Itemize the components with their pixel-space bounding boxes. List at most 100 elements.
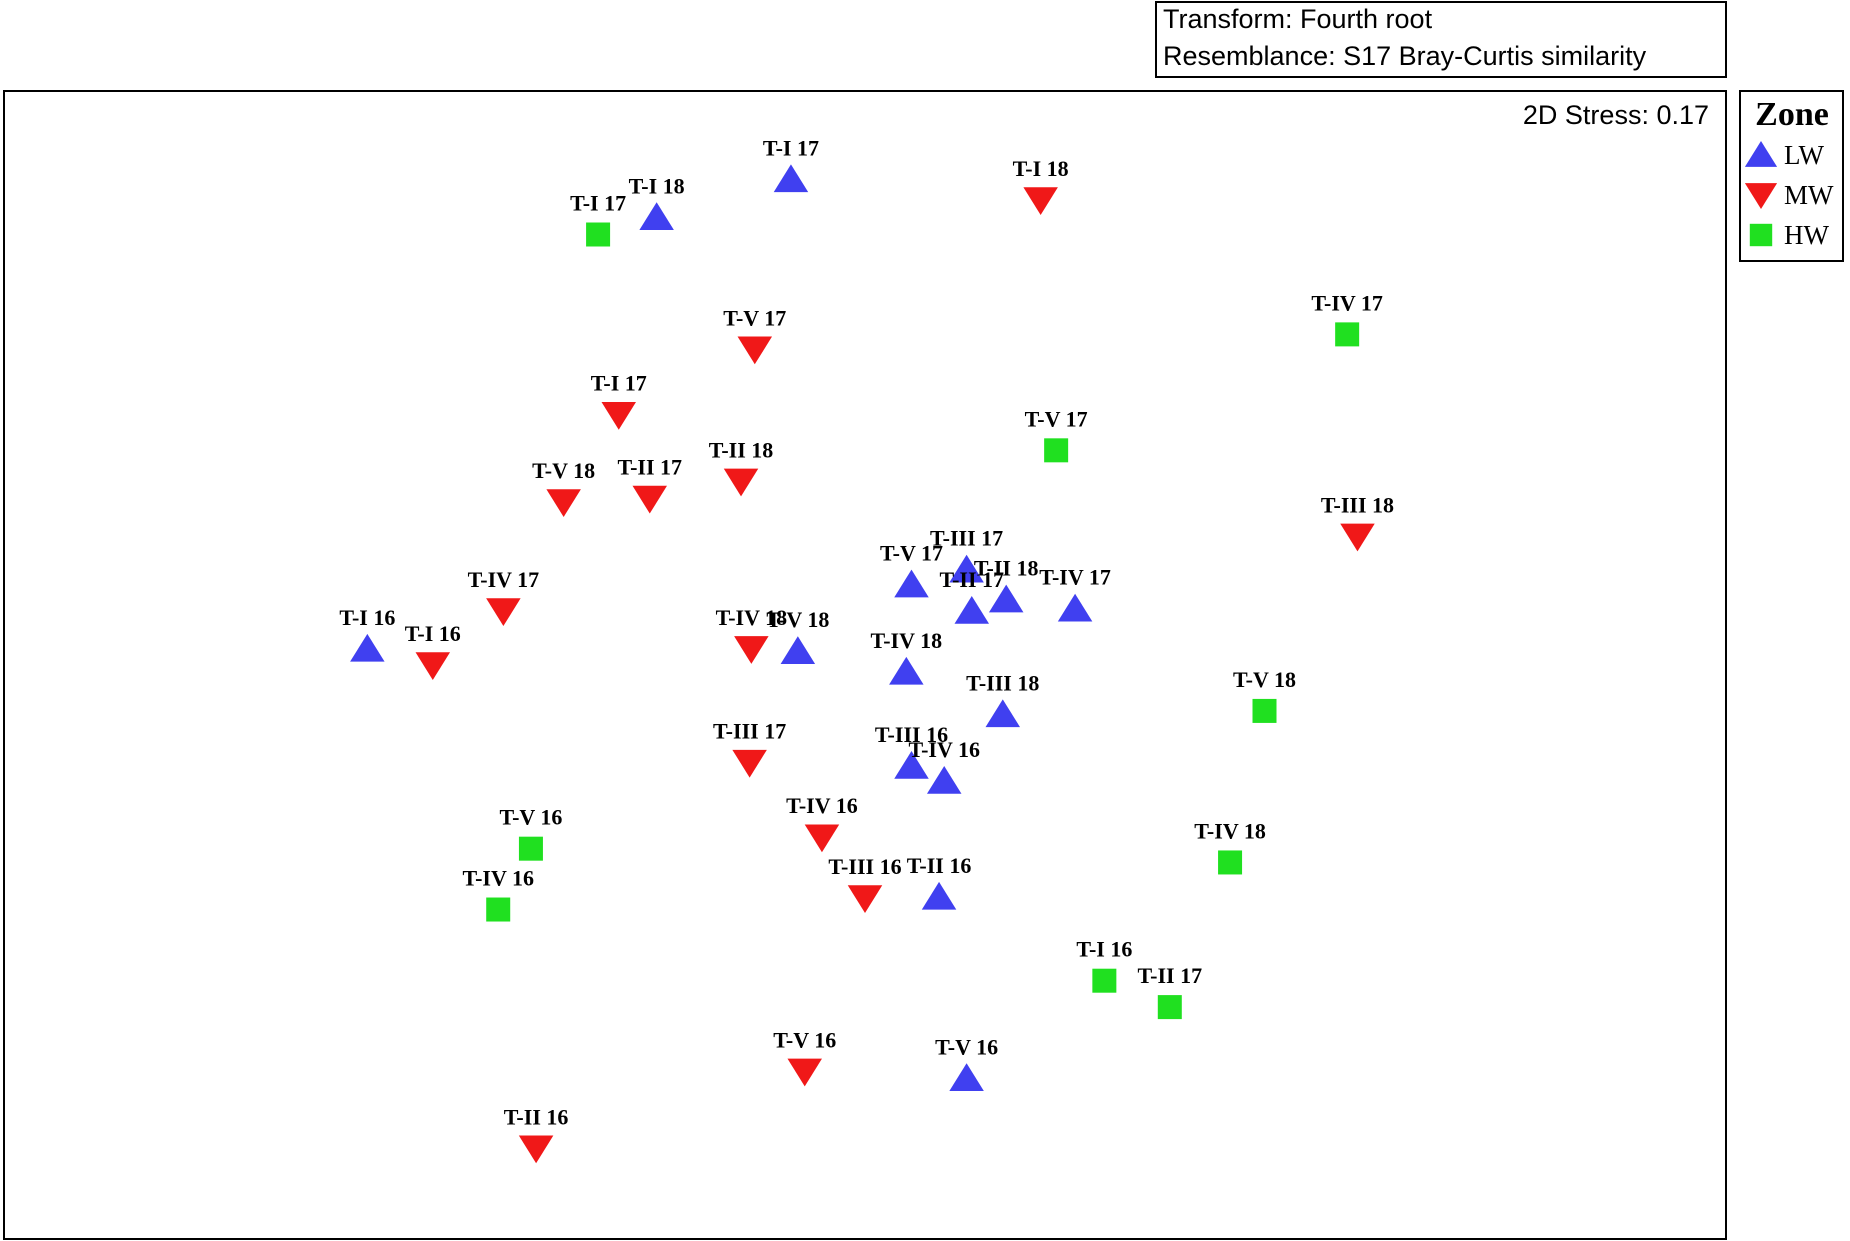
point-label: T-V 17 [1025, 406, 1088, 431]
data-point: T-III 16 [828, 854, 902, 914]
marker-mw-t-ii-16 [518, 1135, 554, 1164]
marker-mw-t-iii-18 [1340, 523, 1375, 552]
data-point: T-IV 18 [1194, 818, 1266, 875]
point-label: T-I 17 [763, 135, 819, 160]
legend-label-lw: LW [1784, 140, 1824, 170]
data-point: T-II 17 [617, 455, 682, 514]
marker-mw-t-i-18 [1023, 187, 1058, 216]
point-label: T-I 16 [339, 605, 395, 630]
point-label: T-II 18 [709, 437, 774, 462]
data-point: T-II 18 [709, 437, 774, 497]
point-label: T-IV 16 [786, 793, 858, 818]
data-point: T-V 17 [723, 305, 786, 365]
marker-hw-t-v-18 [1252, 698, 1277, 723]
point-label: T-III 18 [966, 670, 1039, 695]
data-point: T-V 18 [532, 458, 595, 517]
legend-label-mw: MW [1784, 180, 1834, 210]
data-point: T-V 18 [1233, 667, 1296, 723]
data-point: T-III 18 [1321, 492, 1394, 552]
data-point: T-IV 16 [786, 793, 858, 853]
data-point: T-V 16 [773, 1027, 836, 1087]
point-label: T-I 16 [1076, 937, 1132, 962]
point-label: T-V 17 [723, 305, 786, 330]
marker-hw-t-iv-17 [1335, 322, 1360, 347]
point-label: T-II 17 [939, 567, 1004, 592]
marker-mw-t-v-17 [737, 336, 773, 365]
data-point: T-IV 16 [462, 866, 534, 922]
point-label: T-II 18 [974, 556, 1039, 581]
data-point: T-IV 18 [871, 628, 943, 685]
data-point: T-I 18 [629, 173, 685, 231]
point-label: T-I 16 [405, 621, 461, 646]
point-label: T-III 16 [875, 722, 948, 747]
legend-marker-mw [1744, 183, 1778, 209]
marker-mw-t-iii-16 [847, 885, 883, 914]
point-label: T-III 18 [1321, 492, 1394, 517]
marker-lw-t-v-18 [780, 636, 816, 664]
legend-label-hw: HW [1784, 220, 1829, 250]
point-label: T-I 17 [570, 191, 626, 216]
marker-hw-t-ii-17 [1157, 995, 1182, 1020]
marker-mw-t-i-16 [415, 652, 451, 680]
point-label: T-I 18 [1013, 156, 1069, 181]
marker-mw-t-iv-18 [734, 636, 769, 664]
data-point: T-II 17 [939, 567, 1004, 624]
stress-label: 2D Stress: 0.17 [1523, 100, 1709, 130]
legend-marker-hw [1749, 223, 1773, 247]
data-point: T-V 17 [1025, 406, 1088, 463]
marker-lw-t-iv-16 [926, 765, 962, 794]
data-point: T-I 16 [339, 605, 395, 662]
point-label: T-V 18 [1233, 667, 1296, 692]
plot-frame [3, 90, 1727, 1240]
marker-hw-t-i-17 [586, 222, 611, 247]
data-point: T-IV 17 [468, 567, 540, 627]
data-point: T-III 18 [966, 670, 1039, 728]
marker-hw-t-v-17 [1044, 438, 1069, 463]
marker-mw-t-i-17 [601, 401, 637, 430]
data-point: T-III 17 [930, 526, 1003, 583]
marker-mw-t-v-18 [546, 489, 581, 517]
marker-lw-t-i-18 [639, 202, 674, 231]
point-label: T-V 18 [766, 607, 829, 632]
point-label: T-IV 16 [462, 866, 534, 891]
point-label: T-II 16 [907, 853, 972, 878]
marker-lw-t-ii-17 [954, 596, 990, 624]
point-label: T-III 17 [930, 526, 1003, 551]
marker-hw-t-i-16 [1092, 968, 1117, 993]
point-label: T-IV 18 [871, 628, 943, 653]
point-label: T-V 17 [880, 541, 943, 566]
data-point: T-II 16 [504, 1104, 568, 1164]
marker-hw-t-v-16 [518, 836, 543, 861]
data-point: T-V 18 [766, 607, 829, 664]
data-point: T-IV 16 [908, 737, 980, 794]
marker-mw-t-v-16 [787, 1058, 822, 1087]
point-label: T-II 17 [617, 455, 682, 480]
point-label: T-III 17 [713, 719, 786, 744]
info-box-frame [1155, 1, 1727, 78]
marker-lw-t-iv-18 [889, 656, 924, 685]
data-point: T-II 16 [907, 853, 972, 910]
point-label: T-II 17 [1137, 963, 1202, 988]
data-point: T-V 17 [880, 541, 943, 598]
legend-entries: LW MW HW [1744, 140, 1834, 250]
data-point: T-I 17 [570, 191, 626, 247]
point-label: T-III 16 [828, 854, 901, 879]
marker-lw-t-iii-18 [985, 699, 1021, 728]
marker-mw-t-ii-18 [723, 468, 759, 497]
data-point: T-I 17 [591, 371, 647, 430]
point-label: T-IV 18 [1194, 818, 1266, 843]
marker-lw-t-ii-18 [988, 584, 1024, 613]
marker-hw-t-iv-16 [486, 897, 511, 922]
point-label: T-V 18 [532, 458, 595, 483]
point-label: T-IV 17 [468, 567, 540, 592]
data-point: T-V 16 [935, 1034, 998, 1092]
data-point: T-I 16 [1076, 937, 1132, 993]
marker-lw-t-iv-17 [1057, 593, 1093, 622]
marker-lw-t-v-17 [894, 569, 929, 598]
marker-lw-t-i-17 [773, 164, 809, 193]
info-resemblance-text: Resemblance: S17 Bray-Curtis similarity [1163, 41, 1647, 71]
legend-marker-lw [1744, 141, 1778, 167]
legend-title: Zone [1755, 96, 1829, 133]
data-point: T-III 16 [875, 722, 948, 779]
